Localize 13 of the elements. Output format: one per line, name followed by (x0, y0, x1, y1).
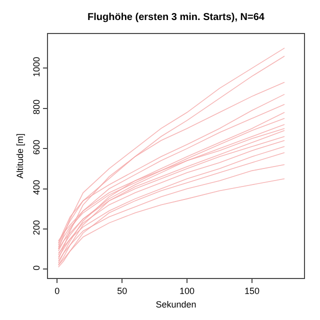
x-tick-label: 150 (244, 286, 260, 296)
y-tick-label: 800 (31, 100, 42, 115)
y-tick-label: 200 (31, 220, 42, 236)
y-axis-title: Altitude [m] (14, 133, 25, 179)
x-axis-title: Sekunden (156, 300, 196, 310)
chart-title: Flughöhe (ersten 3 min. Starts), N=64 (88, 12, 265, 23)
y-tick-label: 1000 (31, 56, 42, 77)
x-tick-label: 100 (180, 286, 195, 296)
x-tick-label: 0 (54, 286, 60, 296)
y-tick-label: 400 (31, 180, 42, 195)
x-tick-label: 50 (117, 286, 128, 296)
y-tick-label: 0 (31, 265, 42, 270)
y-tick-label: 600 (31, 140, 42, 155)
